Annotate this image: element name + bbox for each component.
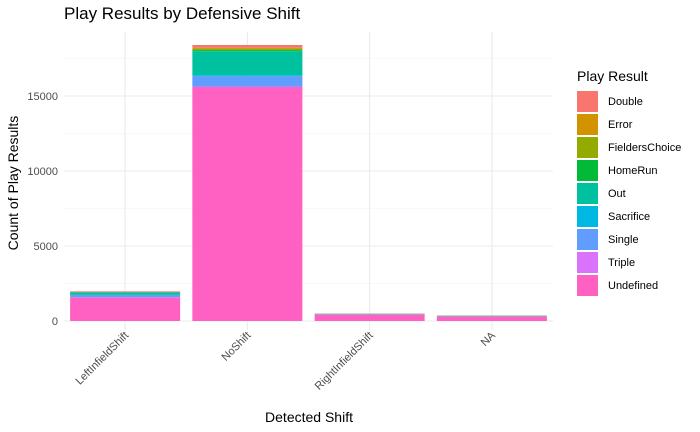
legend-label: FieldersChoice [608,141,682,154]
legend-label: Undefined [608,279,659,292]
x-tick-label: NA [479,329,499,349]
legend-swatch [577,206,598,227]
grid-lines [64,32,553,330]
legend-item-homerun: HomeRun [577,159,681,182]
x-tick-label: LeftInfieldShift [73,330,131,388]
x-tick-label: RightInfieldShift [313,330,376,393]
legend-swatch [577,114,598,135]
legend-swatch [577,252,598,273]
y-tick-label: 15000 [27,91,58,103]
bar-segment-undefined-noshift [192,87,303,321]
bar-segment-undefined-rightinfieldshift [314,314,425,321]
x-axis-title: Detected Shift [265,409,353,425]
x-tick-label: NoShift [219,330,253,364]
bar-segment-sacrifice-noshift [192,75,303,77]
y-axis-ticks: 0 5000 10000 15000 [27,91,58,328]
bar-segment-out-noshift [192,51,303,76]
legend-title: Play Result [577,68,648,84]
bars [70,45,547,321]
bar-segment-out-leftinfieldshift [70,292,181,295]
bar-segment-double-leftinfieldshift [70,291,181,292]
y-axis-title: Count of Play Results [5,116,21,251]
legend-item-sacrifice: Sacrifice [577,205,681,228]
legend-label: Double [608,95,643,108]
legend-item-error: Error [577,113,681,136]
y-tick-label: 5000 [34,241,58,253]
bar-segment-single-leftinfieldshift [70,294,181,298]
y-tick-label: 0 [52,316,58,328]
legend-swatch [577,91,598,112]
legend-label: Triple [608,256,636,269]
legend-swatch [577,137,598,158]
legend-label: Single [608,233,639,246]
legend-item-undefined: Undefined [577,274,681,297]
y-tick-label: 10000 [27,166,58,178]
legend-swatch [577,160,598,181]
bar-segment-undefined-na [436,316,547,321]
legend-item-fielderschoice: FieldersChoice [577,136,681,159]
legend-item-double: Double [577,90,681,113]
legend-item-out: Out [577,182,681,205]
bar-segment-undefined-leftinfieldshift [70,297,181,321]
legend-label: Error [608,118,633,131]
legend-label: Sacrifice [608,210,651,223]
legend-swatch [577,275,598,296]
legend-swatch [577,183,598,204]
bar-segment-error-noshift [192,47,303,49]
legend-label: Out [608,187,626,200]
bar-segment-single-noshift [192,76,303,87]
bar-segment-double-noshift [192,45,303,48]
legend-item-triple: Triple [577,251,681,274]
bar-segment-homerun-noshift [192,50,303,52]
legend-swatch [577,229,598,250]
bar-segment-fielderschoice-noshift [192,48,303,51]
legend: Double Error FieldersChoice HomeRun Out Sacri… [577,90,681,297]
x-axis-ticks: LeftInfieldShift NoShift RightInfieldShift… [73,329,498,392]
legend-item-single: Single [577,228,681,251]
legend-label: HomeRun [608,164,658,177]
chart-title: Play Results by Defensive Shift [64,4,301,23]
